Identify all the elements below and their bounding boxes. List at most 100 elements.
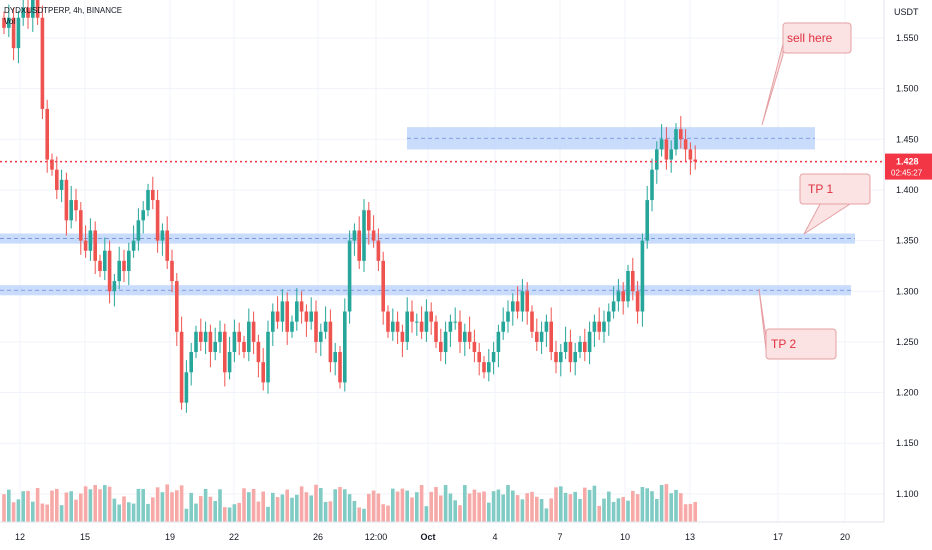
- candle-body: [251, 321, 256, 342]
- price-axis-bg: [884, 0, 932, 550]
- time-tick: 19: [165, 532, 175, 542]
- candle-body: [328, 321, 333, 363]
- volume-bar: [453, 500, 457, 526]
- candle-body: [419, 321, 424, 332]
- volume-bar: [232, 504, 237, 526]
- candle-body: [93, 230, 97, 261]
- candle-body: [679, 129, 683, 140]
- volume-bar: [271, 492, 275, 526]
- volume-bar: [352, 500, 357, 526]
- volume-bar: [573, 491, 577, 526]
- volume-bar: [83, 486, 88, 526]
- candle-body: [314, 311, 318, 342]
- volume-bar: [93, 485, 97, 526]
- volume-bar: [626, 500, 630, 526]
- candle-body: [55, 169, 59, 190]
- candle-body: [189, 352, 193, 373]
- candle-body: [626, 270, 630, 302]
- candle-body: [367, 210, 371, 231]
- candle-body: [395, 321, 400, 332]
- candle-body: [688, 149, 693, 160]
- volume-bar: [535, 496, 539, 526]
- volume-bar: [472, 489, 477, 526]
- volume-bar: [458, 505, 462, 526]
- candle-body: [151, 189, 155, 201]
- candle-body: [343, 311, 347, 383]
- volume-bar: [170, 492, 174, 526]
- volume-bar: [424, 506, 429, 526]
- candle-body: [597, 321, 601, 332]
- candle-body: [674, 129, 678, 150]
- candle-body: [376, 240, 381, 261]
- candle-body: [98, 260, 102, 271]
- candle-body: [275, 311, 280, 322]
- volume-bar: [539, 499, 544, 526]
- volume-bar: [26, 490, 30, 526]
- candle-body: [280, 301, 285, 322]
- volume-bar: [179, 485, 184, 526]
- volume-bar: [544, 508, 549, 526]
- volume-bar: [511, 490, 515, 526]
- time-tick: Oct: [420, 532, 435, 542]
- candle-body: [352, 230, 357, 241]
- volume-bar: [256, 501, 261, 526]
- candle-body: [290, 321, 294, 332]
- candle-body: [693, 159, 697, 162]
- candle-body: [285, 301, 289, 332]
- volume-bar: [362, 508, 366, 526]
- candle-body: [208, 331, 213, 353]
- candle-body: [501, 321, 505, 332]
- time-tick: 22: [229, 532, 239, 542]
- candle-body: [347, 240, 352, 312]
- candle-body: [616, 291, 621, 302]
- volume-bar: [155, 487, 160, 526]
- volume-bar: [640, 487, 645, 526]
- time-tick: 15: [80, 532, 90, 542]
- candle-body: [213, 341, 217, 353]
- volume-bar: [645, 488, 649, 526]
- volume-bar: [477, 492, 481, 526]
- candle-body: [50, 159, 54, 170]
- candle-body: [535, 331, 539, 342]
- candle-body: [410, 311, 414, 322]
- candle-body: [227, 352, 232, 373]
- time-tick: 26: [313, 532, 323, 542]
- volume-bar: [635, 494, 640, 526]
- candle-body: [573, 352, 577, 363]
- volume-bar: [299, 486, 304, 526]
- symbol-line: DYDXUSDTPERP, 4h, BINANCE: [4, 6, 123, 15]
- volume-bar: [266, 506, 270, 526]
- volume-bar: [674, 489, 678, 526]
- volume-bar: [194, 503, 198, 526]
- callout-pointer: [761, 43, 784, 126]
- price-axis: USDT 1.550 1.500 1.450 1.400 1.350 1.300 1.250 1…: [883, 0, 932, 550]
- candle-body: [496, 331, 501, 353]
- callout-box: [782, 22, 852, 54]
- price-tick: 1.550: [896, 33, 919, 43]
- candle-body: [621, 291, 625, 302]
- volume-bar: [314, 484, 318, 526]
- volume-bar: [463, 485, 467, 526]
- volume-bar: [525, 493, 529, 526]
- candle-body: [299, 301, 304, 312]
- candle-body: [386, 311, 390, 332]
- candle-body: [362, 210, 366, 261]
- volume-bar: [587, 489, 592, 526]
- volume-bar: [74, 499, 78, 526]
- volume-bar: [347, 494, 352, 526]
- candle-body: [184, 372, 189, 403]
- candle-body: [439, 341, 443, 353]
- candle-body: [544, 321, 549, 332]
- volume-bar: [338, 487, 342, 526]
- candle-body: [304, 311, 309, 322]
- candle-body: [261, 362, 265, 383]
- volume-bar: [117, 504, 121, 526]
- volume-bar: [415, 492, 419, 526]
- volume-bar: [592, 485, 597, 526]
- volume-bar: [242, 488, 246, 526]
- candle-body: [79, 210, 83, 241]
- volume-bar: [655, 499, 659, 526]
- volume-bar: [621, 497, 625, 526]
- volume-bar: [669, 493, 673, 526]
